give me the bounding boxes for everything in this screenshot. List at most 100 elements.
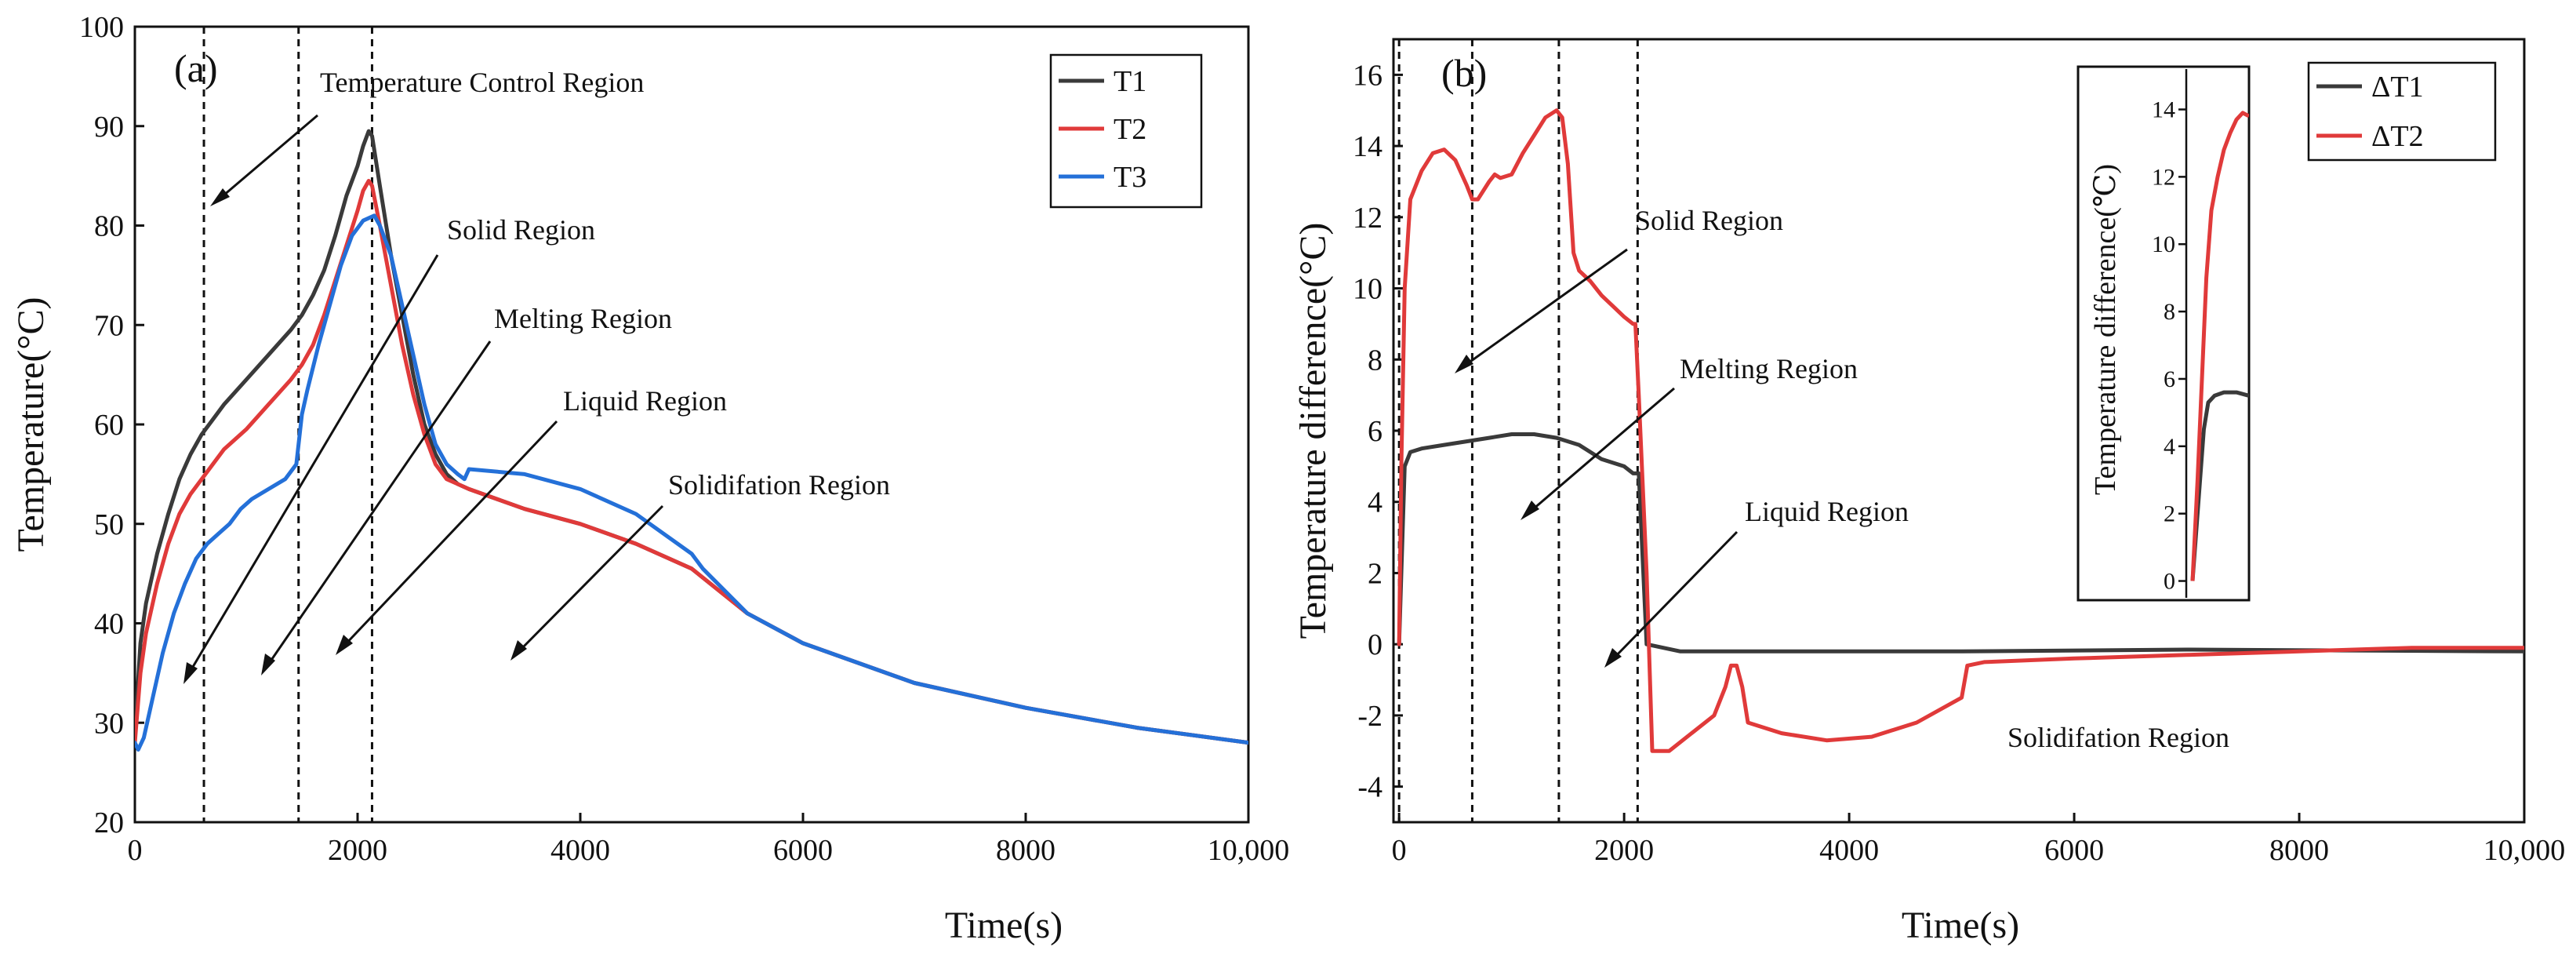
a-temperature-control-label: Temperature Control Region [320, 67, 644, 98]
inset-series-line-1 [2190, 390, 2249, 581]
a-arrowhead-solid [183, 662, 198, 684]
b-inset-series [2190, 111, 2249, 581]
b-ylabel: Temperature difference(°C) [1292, 223, 1334, 639]
panel-b-vlines [1397, 39, 1639, 822]
a-annotations: Temperature Control Region Solid Region … [183, 67, 890, 684]
b-panel-label: (b) [1441, 51, 1487, 95]
b-ytick-label-2: 2 [1368, 557, 1382, 590]
b-series-line-2 [1397, 108, 2524, 753]
a-legend-label-t2: T2 [1114, 113, 1146, 146]
b-inset-ylabel: Temperature difference(℃) [2089, 164, 2122, 495]
b-legend-label-dt2: ΔT2 [2371, 120, 2424, 153]
b-xtick-label-0: 0 [1392, 834, 1407, 867]
a-ytick-label-30: 30 [94, 707, 124, 740]
a-ytick-label-50: 50 [94, 508, 124, 541]
a-arrow-melting [265, 340, 492, 668]
inset-ytick-label-6: 6 [2164, 366, 2175, 392]
b-annotations: Solid Region Melting Region Liquid Regio… [1455, 205, 2229, 753]
a-xtick-label-10000: 10,000 [1208, 834, 1290, 867]
b-inset: 0 2 4 6 8 10 12 14 Temperature difference(℃) [2076, 65, 2251, 602]
a-arrow-temperature-control [217, 114, 318, 202]
a-ytick-label-40: 40 [94, 608, 124, 641]
b-ytick-label-0: 0 [1368, 628, 1382, 661]
a-xtick-label-8000: 8000 [996, 834, 1055, 867]
a-ytick-label-60: 60 [94, 409, 124, 442]
b-arrowhead-liquid [1604, 648, 1622, 668]
b-ytick-label-8: 8 [1368, 344, 1382, 377]
a-arrowhead-solidification [510, 640, 527, 661]
a-ytick-label-70: 70 [94, 309, 124, 342]
a-arrowhead-melting [261, 654, 275, 675]
a-arrow-solid [187, 254, 439, 675]
a-series-line-2 [135, 179, 1248, 745]
panel-a-series [135, 129, 1248, 752]
a-ytick-label-100: 100 [79, 11, 124, 44]
b-xtick-label-6000: 6000 [2044, 834, 2104, 867]
inset-ytick-label-0: 0 [2164, 569, 2175, 595]
a-ylabel: Temperature(°C) [10, 297, 52, 552]
b-ytick-label-10: 10 [1353, 273, 1382, 306]
inset-ytick-label-12: 12 [2152, 164, 2175, 190]
a-xtick-label-2000: 2000 [328, 834, 387, 867]
a-solidification-region-label: Solidifation Region [668, 469, 890, 501]
a-legend-label-t1: T1 [1114, 65, 1146, 98]
b-xtick-label-8000: 8000 [2269, 834, 2329, 867]
b-xlabel: Time(s) [1902, 905, 2019, 946]
a-ytick-label-80: 80 [94, 210, 124, 243]
a-legend: T1 T2 T3 [1049, 53, 1203, 209]
inset-series-line-2 [2190, 111, 2249, 581]
a-panel-label: (a) [174, 46, 218, 90]
b-legend-label-dt1: ΔT1 [2371, 71, 2424, 104]
a-xtick-label-4000: 4000 [550, 834, 610, 867]
b-arrowhead-melting [1521, 501, 1539, 520]
a-solid-region-label: Solid Region [447, 214, 595, 246]
a-series-line-3 [135, 213, 1248, 752]
b-solidification-region-label: Solidifation Region [2007, 722, 2229, 753]
inset-ytick-label-10: 10 [2152, 231, 2175, 257]
a-ytick-label-90: 90 [94, 111, 124, 144]
a-arrow-solidification [516, 504, 664, 654]
panel-b-series [1397, 108, 2524, 753]
b-arrow-liquid [1610, 530, 1739, 662]
b-ytick-label-4: 4 [1368, 486, 1382, 519]
a-liquid-region-label: Liquid Region [563, 385, 727, 417]
b-ytick-label-16: 16 [1353, 59, 1382, 92]
a-xlabel: Time(s) [945, 905, 1063, 946]
a-legend-label-t3: T3 [1114, 161, 1146, 194]
b-legend-box [2307, 61, 2497, 162]
a-melting-region-label: Melting Region [494, 303, 672, 334]
a-xtick-label-0: 0 [128, 834, 143, 867]
b-xtick-label-4000: 4000 [1819, 834, 1879, 867]
panel-b-ticks: 0 2000 4000 6000 8000 10,000 -4 -2 0 2 4 6 8 10 12 14 16 [1353, 59, 2565, 867]
b-arrowhead-solid [1455, 355, 1473, 373]
b-legend: ΔT1 ΔT2 [2307, 61, 2497, 162]
a-arrow-liquid [341, 420, 558, 649]
a-arrowhead-temperature-control [210, 188, 230, 206]
panel-a-vlines [202, 27, 373, 822]
b-liquid-region-label: Liquid Region [1745, 496, 1909, 527]
inset-ytick-label-2: 2 [2164, 501, 2175, 527]
a-arrowhead-liquid [336, 635, 353, 655]
inset-ytick-label-4: 4 [2164, 434, 2175, 460]
inset-ytick-label-8: 8 [2164, 299, 2175, 325]
panel-a-ticks: 0 2000 4000 6000 8000 10,000 20 30 40 50 60 70 80 90 1… [79, 11, 1289, 867]
a-xtick-label-6000: 6000 [773, 834, 833, 867]
b-ytick-label--2: -2 [1357, 700, 1382, 733]
b-ytick-label-12: 12 [1353, 202, 1382, 235]
a-ytick-label-20: 20 [94, 807, 124, 839]
b-ytick-label--4: -4 [1357, 771, 1382, 804]
b-inset-ticks: 0 2 4 6 8 10 12 14 [2152, 97, 2186, 595]
b-arrow-melting [1527, 387, 1675, 515]
b-series-line-1 [1397, 432, 2524, 654]
panel-b: 0 2000 4000 6000 8000 10,000 -4 -2 0 2 4 6 8 10 12 14 16… [1292, 38, 2565, 946]
b-inset-frame [2076, 65, 2251, 602]
b-xtick-label-2000: 2000 [1594, 834, 1654, 867]
b-melting-region-label: Melting Region [1680, 353, 1858, 384]
inset-ytick-label-14: 14 [2152, 97, 2175, 123]
b-solid-region-label: Solid Region [1635, 205, 1783, 236]
a-series-line-1 [135, 129, 1248, 745]
panel-a: 0 2000 4000 6000 8000 10,000 20 30 40 50 60 70 80 90 1… [10, 11, 1289, 946]
b-ytick-label-6: 6 [1368, 415, 1382, 448]
b-ytick-label-14: 14 [1353, 130, 1382, 163]
